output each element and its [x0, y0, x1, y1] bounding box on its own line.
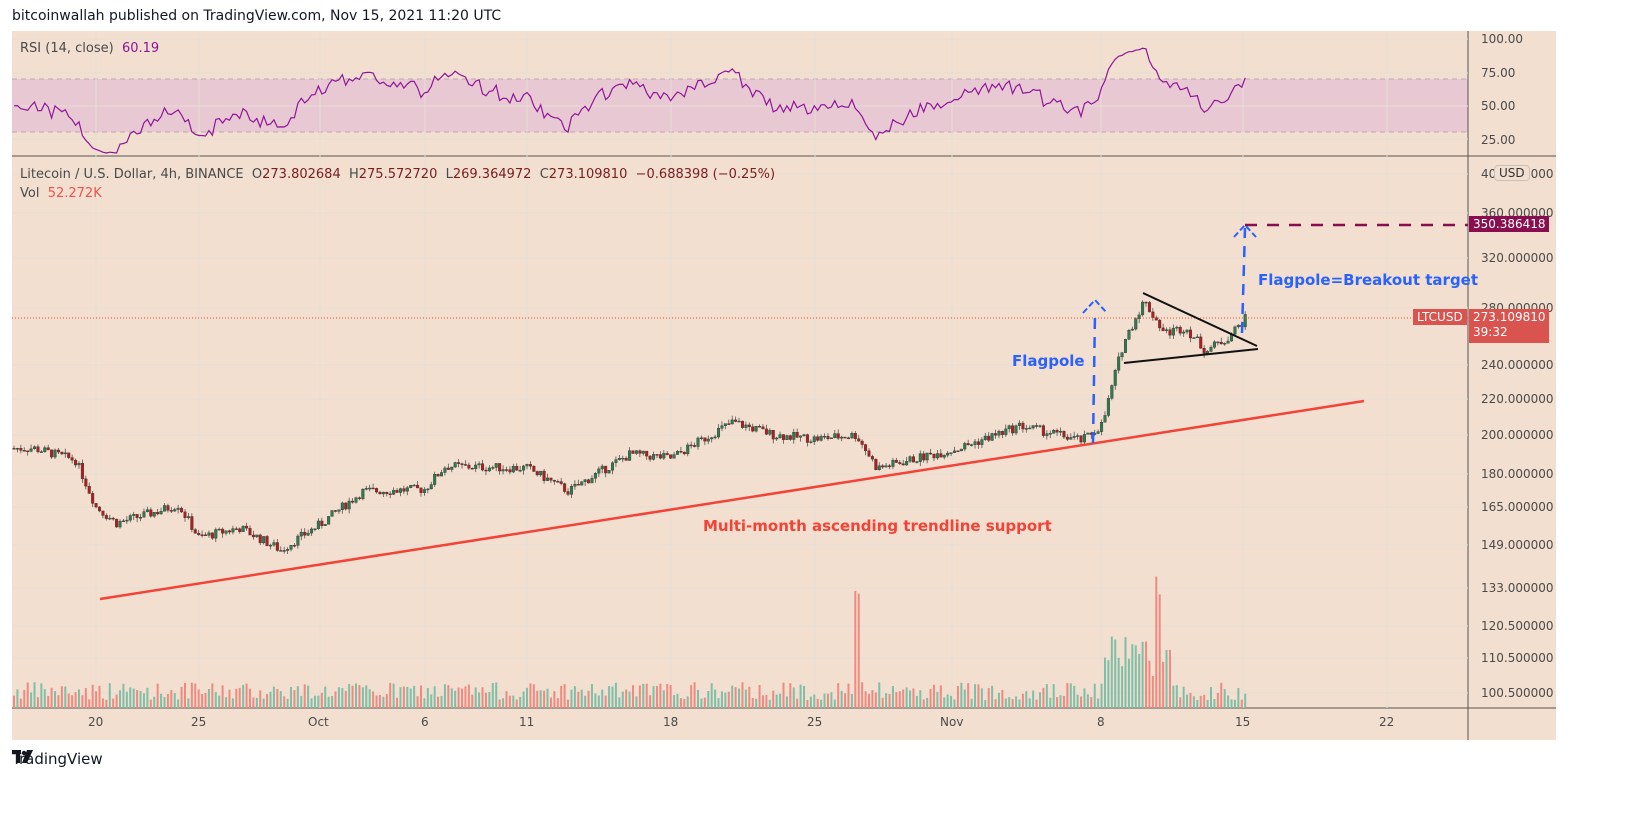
symbol-title[interactable]: Litecoin / U.S. Dollar, 4h, BINANCE — [20, 167, 244, 182]
price-tick: 165.000000 — [1481, 500, 1554, 514]
tradingview-logo[interactable]: TradingView — [12, 750, 103, 768]
price-tick: 320.000000 — [1481, 251, 1554, 265]
price-tick: 149.000000 — [1481, 538, 1554, 552]
bar-countdown: 39:32 — [1473, 325, 1508, 339]
rsi-value: 60.19 — [121, 41, 160, 56]
trendline-annotation[interactable]: Multi-month ascending trendline support — [703, 517, 1052, 535]
time-tick: Oct — [308, 715, 329, 729]
vol-label: Vol — [20, 186, 40, 201]
price-tick: 240.000000 — [1481, 358, 1554, 372]
close-value: 273.109810 — [548, 167, 628, 182]
target-price-tag: 350.386418 — [1469, 216, 1549, 232]
volume-bars — [13, 576, 1247, 708]
time-tick: 18 — [663, 715, 679, 729]
rsi-tick: 75.00 — [1481, 66, 1516, 80]
flagpole-arrowhead-icon — [1082, 298, 1108, 314]
price-tick: 220.000000 — [1481, 392, 1554, 406]
price-tick: 200.000000 — [1481, 428, 1554, 442]
rsi-tick: 50.00 — [1481, 99, 1516, 113]
tradingview-logo-icon — [12, 750, 33, 763]
rsi-tick: 25.00 — [1481, 133, 1516, 147]
symbol-tag: LTCUSD — [1413, 309, 1467, 325]
price-tick: 110.500000 — [1481, 651, 1554, 665]
time-tick: 8 — [1097, 715, 1105, 729]
flagpole-annotation[interactable]: Flagpole — [1012, 352, 1085, 370]
breakout-target-annotation[interactable]: Flagpole=Breakout target — [1258, 271, 1479, 289]
time-tick: 11 — [519, 715, 535, 729]
volume-legend: Vol 52.272K — [20, 186, 102, 201]
open-value: 273.802684 — [262, 167, 341, 182]
time-tick: 15 — [1235, 715, 1251, 729]
currency-badge[interactable]: USD — [1494, 165, 1530, 181]
triangle-lower-line[interactable] — [1123, 348, 1259, 364]
flagpole-arrow-line[interactable] — [1091, 312, 1097, 444]
symbol-legend: Litecoin / U.S. Dollar, 4h, BINANCE O273… — [20, 167, 776, 182]
footer-brand: TradingView — [12, 750, 103, 768]
ascending-trendline[interactable] — [99, 399, 1365, 601]
time-tick: Nov — [940, 715, 964, 729]
last-price-value: 273.109810 — [1473, 310, 1546, 324]
rsi-legend: RSI (14, close) 60.19 — [20, 41, 159, 56]
rsi-label: RSI (14, close) — [20, 41, 114, 56]
grid-lines — [12, 31, 1468, 708]
price-tick: 180.000000 — [1481, 467, 1554, 481]
triangle-upper-line[interactable] — [1142, 292, 1258, 347]
price-tick: 133.000000 — [1481, 581, 1554, 595]
price-tick: 100.500000 — [1481, 686, 1554, 700]
time-tick: 20 — [88, 715, 104, 729]
change-value: −0.688398 (−0.25%) — [635, 167, 776, 182]
time-tick: 22 — [1379, 715, 1395, 729]
time-tick: 25 — [807, 715, 823, 729]
rsi-line — [13, 47, 1246, 154]
vol-value: 52.272K — [47, 186, 102, 201]
price-tick: 120.500000 — [1481, 619, 1554, 633]
low-value: 269.364972 — [452, 167, 532, 182]
chart-area[interactable]: RSI (14, close) 60.19 100.00 75.00 50.00… — [12, 31, 1556, 740]
high-value: 275.572720 — [358, 167, 438, 182]
candlesticks — [12, 300, 1247, 555]
breakout-arrowhead-icon — [1233, 223, 1257, 238]
rsi-tick: 100.00 — [1481, 32, 1523, 46]
time-tick: 25 — [191, 715, 207, 729]
last-price-tag: 273.109810 39:32 — [1469, 309, 1549, 343]
publisher-header: bitcoinwallah published on TradingView.c… — [12, 8, 502, 24]
time-tick: 6 — [421, 715, 429, 729]
chart-canvas[interactable] — [12, 31, 1556, 740]
